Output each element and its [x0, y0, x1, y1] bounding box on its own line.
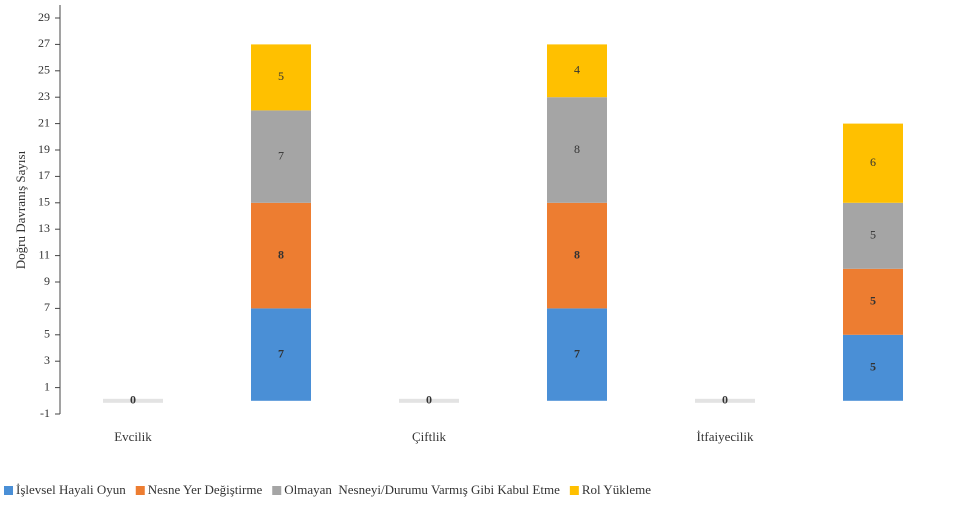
y-tick-label: 11 — [38, 247, 50, 261]
y-tick-label: 27 — [38, 36, 50, 50]
y-tick-label: 17 — [38, 168, 50, 182]
bar-segment — [251, 202, 311, 309]
bar-segment — [251, 110, 311, 203]
legend-label: Rol Yükleme — [582, 482, 651, 497]
y-tick-label: 23 — [38, 89, 50, 103]
legend-swatch — [135, 486, 145, 495]
bar-segment — [843, 202, 903, 269]
bar-segment — [547, 97, 607, 203]
x-tick-label: Çiftlik — [412, 429, 446, 444]
bar-segment — [547, 44, 607, 98]
data-label: 6 — [870, 155, 876, 169]
legend-swatch — [4, 486, 13, 495]
y-tick-label: 13 — [38, 221, 50, 235]
data-label: 5 — [870, 294, 876, 308]
y-tick-label: 19 — [38, 142, 50, 156]
y-tick-label: 9 — [44, 274, 50, 288]
data-label: 5 — [278, 69, 284, 83]
data-label: 5 — [870, 360, 876, 374]
y-tick-label: 7 — [44, 300, 50, 314]
bar-segment — [399, 398, 459, 403]
data-label: 8 — [574, 142, 580, 156]
bar-segment — [843, 123, 903, 203]
data-label: 4 — [574, 63, 580, 77]
y-tick-label: 5 — [44, 327, 50, 341]
x-tick-label: İtfaiyecilik — [696, 429, 754, 444]
y-tick-label: 29 — [38, 10, 50, 24]
data-label: 8 — [278, 247, 284, 261]
bar-segment — [843, 334, 903, 401]
y-tick-label: 1 — [44, 379, 50, 393]
bar-segment — [251, 308, 311, 401]
x-tick-label: Evcilik — [114, 429, 152, 444]
bar-segment — [103, 398, 163, 403]
y-tick-label: 21 — [38, 115, 50, 129]
y-tick-label: -1 — [40, 406, 50, 420]
legend-swatch — [569, 486, 579, 495]
data-label: 7 — [574, 346, 580, 360]
bar-segment — [843, 268, 903, 335]
bar-segment — [547, 202, 607, 309]
y-tick-label: 25 — [38, 63, 50, 77]
bar-segment — [251, 44, 311, 111]
legend-label: İşlevsel Hayali Oyun — [16, 482, 126, 497]
data-label: 5 — [870, 228, 876, 242]
y-tick-label: 3 — [44, 353, 50, 367]
legend-swatch — [272, 486, 282, 495]
data-label: 8 — [574, 247, 580, 261]
legend-label: Nesne Yer Değiştirme — [148, 482, 263, 497]
y-axis-label: Doğru Davranış Sayısı — [13, 150, 28, 269]
legend-label: Olmayan Nesneyi/Durumu Varmış Gibi Kabul… — [284, 482, 560, 497]
data-label: 7 — [278, 346, 284, 360]
y-tick-label: 15 — [38, 195, 50, 209]
data-label: 7 — [278, 148, 284, 162]
data-label: 0 — [722, 393, 728, 407]
data-label: 0 — [426, 393, 432, 407]
data-label: 0 — [130, 393, 136, 407]
bar-segment — [547, 308, 607, 401]
bar-segment — [695, 398, 755, 403]
